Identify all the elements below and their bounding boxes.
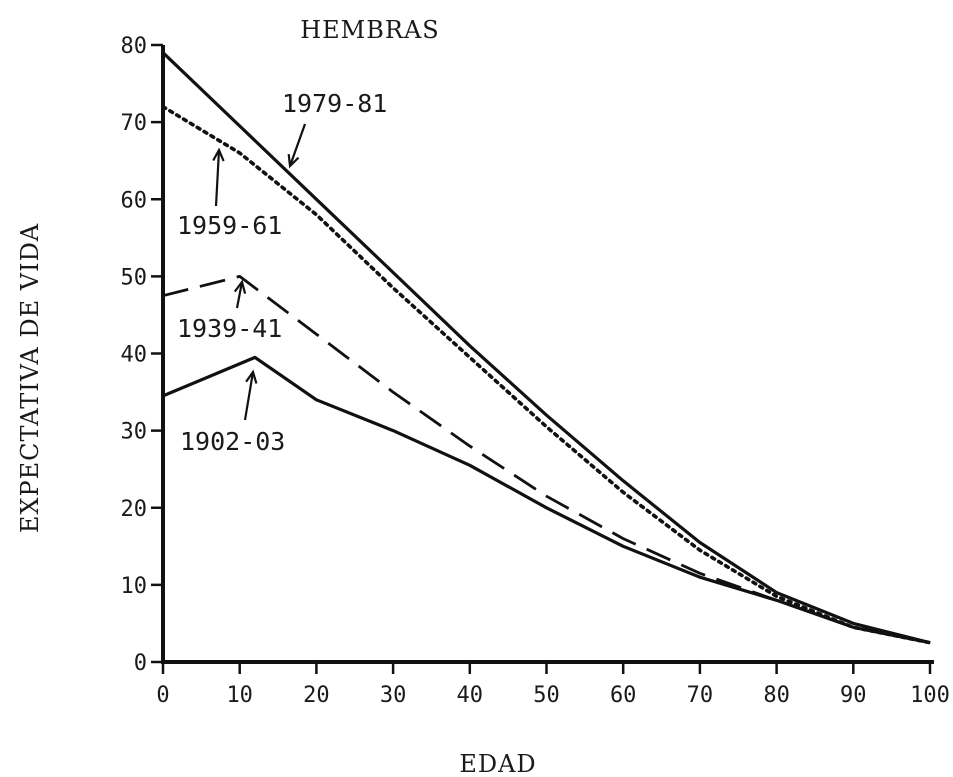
series-layer <box>161 51 932 645</box>
annotation-label-1959-61: 1959-61 <box>177 211 282 240</box>
y-tick-label: 40 <box>121 343 148 368</box>
annotation-arrowhead <box>245 369 258 384</box>
x-tick-label: 80 <box>763 683 790 708</box>
y-tick-label: 10 <box>121 574 148 599</box>
annotation-label-1979-81: 1979-81 <box>282 89 387 118</box>
x-tick-label: 30 <box>380 683 407 708</box>
y-axis-label: EXPECTATIVA DE VIDA <box>16 223 44 533</box>
y-tick-label: 50 <box>121 265 148 290</box>
chart-title: HEMBRAS <box>300 16 440 44</box>
x-tick-label: 90 <box>840 683 867 708</box>
series-line-1959-61 <box>161 104 932 645</box>
y-tick-label: 80 <box>121 34 148 59</box>
x-tick-label: 40 <box>457 683 484 708</box>
y-tick-label: 20 <box>121 497 148 522</box>
annotation-arrow <box>288 123 307 167</box>
x-axis-label: EDAD <box>459 750 536 777</box>
x-tick-label: 60 <box>610 683 637 708</box>
y-tick-label: 30 <box>121 420 148 445</box>
annotation-arrowhead <box>233 279 247 294</box>
x-tick-label: 0 <box>156 683 169 708</box>
annotation-arrow <box>214 149 221 207</box>
y-tick-label: 60 <box>121 188 148 213</box>
series-line-1979-81 <box>161 51 931 645</box>
x-tick-label: 50 <box>533 683 560 708</box>
series-line-1902-03 <box>162 355 931 645</box>
x-tick-label: 70 <box>687 683 714 708</box>
x-tick-label: 20 <box>303 683 330 708</box>
y-tick-label: 0 <box>134 651 147 676</box>
x-tick-label: 10 <box>226 683 253 708</box>
annotation-arrow <box>243 371 255 421</box>
annotation-label-1902-03: 1902-03 <box>180 427 285 456</box>
axes: 0 10 20 30 40 50 60 70 80 0 10 20 30 40 50 60 70 80 90 100 <box>121 34 950 708</box>
annotation-label-1939-41: 1939-41 <box>177 314 282 343</box>
annotation-arrowhead <box>212 147 225 162</box>
x-tick-label: 100 <box>910 683 950 708</box>
y-tick-label: 70 <box>121 111 148 136</box>
annotation-arrow <box>235 281 244 309</box>
annotation-layer: 1979-81 1959-61 1939-41 1902-03 <box>177 89 387 456</box>
annotation-arrowhead <box>287 153 300 169</box>
